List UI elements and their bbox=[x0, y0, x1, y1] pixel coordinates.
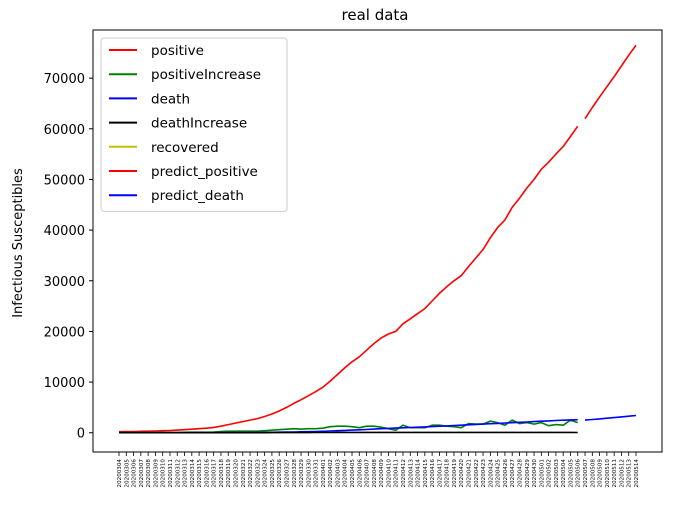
x-tick-label: 20200412 bbox=[401, 459, 407, 487]
x-tick-label: 20200317 bbox=[212, 459, 218, 488]
x-tick-label: 20200510 bbox=[605, 459, 611, 488]
x-tick-label: 20200413 bbox=[408, 459, 414, 488]
x-tick-label: 20200331 bbox=[314, 459, 320, 488]
series-line-predict-positive bbox=[584, 44, 637, 120]
x-tick-label: 20200417 bbox=[437, 459, 443, 488]
x-tick-label: 20200308 bbox=[146, 459, 152, 488]
x-tick-label: 20200410 bbox=[386, 459, 392, 488]
x-tick-label: 20200423 bbox=[481, 459, 487, 488]
x-tick-label: 20200329 bbox=[299, 459, 305, 488]
x-tick-label: 20200421 bbox=[467, 459, 473, 488]
x-tick-label: 20200426 bbox=[503, 459, 509, 488]
x-tick-label: 20200316 bbox=[204, 459, 210, 488]
legend: positive positiveIncrease death deathIncrea… bbox=[100, 37, 288, 212]
plot-area: 0 10000 20000 30000 40000 50000 60000 70000 2020… bbox=[44, 29, 663, 488]
x-tick-label: 20200406 bbox=[357, 459, 363, 488]
x-tick-label: 20200311 bbox=[168, 459, 174, 488]
x-tick-label: 20200328 bbox=[292, 459, 298, 488]
x-tick-label: 20200422 bbox=[474, 459, 480, 487]
x-tick-label: 20200501 bbox=[539, 459, 545, 488]
x-tick-label: 20200425 bbox=[496, 459, 502, 488]
y-tick-label: 60000 bbox=[44, 123, 85, 138]
y-tick-label: 30000 bbox=[44, 275, 85, 290]
x-tick-label: 20200305 bbox=[124, 459, 130, 488]
chart-title: real data bbox=[342, 6, 409, 24]
x-tick-label: 20200505 bbox=[569, 459, 575, 488]
x-tick-label: 20200314 bbox=[190, 459, 196, 488]
x-tick-label: 20200429 bbox=[525, 459, 531, 488]
x-tick-label: 20200512 bbox=[619, 459, 625, 487]
x-tick-label: 20200309 bbox=[153, 459, 159, 488]
x-tick-label: 20200327 bbox=[285, 459, 291, 488]
x-tick-label: 20200315 bbox=[197, 459, 203, 488]
x-tick-label: 20200514 bbox=[634, 459, 640, 488]
legend-label: positive bbox=[151, 43, 204, 59]
x-tick-label: 20200318 bbox=[219, 459, 225, 488]
x-tick-label: 20200416 bbox=[430, 459, 436, 488]
x-tick-label: 20200322 bbox=[248, 459, 254, 487]
x-tick-label: 20200428 bbox=[518, 459, 524, 488]
x-tick-label: 20200304 bbox=[117, 459, 123, 488]
x-tick-label: 20200415 bbox=[423, 459, 429, 488]
x-tick-label: 20200419 bbox=[452, 459, 458, 488]
y-tick-label: 40000 bbox=[44, 224, 85, 239]
x-tick-label: 20200403 bbox=[336, 459, 342, 488]
plot-frame bbox=[92, 29, 663, 453]
x-tick-label: 20200513 bbox=[627, 459, 633, 488]
x-tick-label: 20200411 bbox=[394, 459, 400, 488]
legend-label: deathIncrease bbox=[151, 116, 247, 132]
x-tick-label: 20200427 bbox=[510, 459, 516, 488]
x-tick-label: 20200324 bbox=[263, 459, 269, 488]
x-tick-label: 20200310 bbox=[161, 459, 167, 488]
x-tick-label: 20200504 bbox=[561, 459, 567, 488]
y-tick-label: 0 bbox=[77, 427, 85, 442]
series-line-positive bbox=[118, 125, 579, 433]
x-tick-label: 20200508 bbox=[590, 459, 596, 488]
x-tick-label: 20200408 bbox=[372, 459, 378, 488]
x-tick-label: 20200502 bbox=[547, 459, 553, 487]
legend-box bbox=[100, 37, 288, 212]
x-tick-label: 20200401 bbox=[321, 459, 327, 488]
x-tick-label: 20200323 bbox=[255, 459, 261, 488]
x-tick-label: 20200404 bbox=[343, 459, 349, 488]
x-tick-label: 20200325 bbox=[270, 459, 276, 488]
x-tick-label: 20200424 bbox=[488, 459, 494, 488]
x-tick-label: 20200507 bbox=[583, 459, 589, 488]
legend-label: predict_death bbox=[151, 188, 244, 204]
x-tick-label: 20200313 bbox=[183, 459, 189, 488]
x-tick-label: 20200320 bbox=[234, 459, 240, 488]
x-tick-label: 20200321 bbox=[241, 459, 247, 488]
x-tick-label: 20200503 bbox=[554, 459, 560, 488]
legend-label: positiveIncrease bbox=[151, 67, 261, 83]
x-tick-label: 20200312 bbox=[175, 459, 181, 487]
x-tick-label: 20200409 bbox=[379, 459, 385, 488]
legend-label: predict_positive bbox=[151, 164, 258, 180]
x-tick-label: 20200330 bbox=[306, 459, 312, 488]
x-tick-label: 20200306 bbox=[132, 459, 138, 488]
x-tick-label: 20200326 bbox=[277, 459, 283, 488]
legend-label: death bbox=[151, 91, 190, 107]
x-tick-label: 20200418 bbox=[445, 459, 451, 488]
x-tick-label: 20200420 bbox=[459, 459, 465, 488]
x-tick-label: 20200405 bbox=[350, 459, 356, 488]
x-tick-label: 20200402 bbox=[328, 459, 334, 487]
y-tick-label: 50000 bbox=[44, 173, 85, 188]
x-tick-label: 20200509 bbox=[598, 459, 604, 488]
y-tick-label: 10000 bbox=[44, 376, 85, 391]
x-tick-label: 20200506 bbox=[576, 459, 582, 488]
y-tick-label: 20000 bbox=[44, 325, 85, 340]
x-tick-label: 20200511 bbox=[612, 459, 618, 488]
y-axis-label: Infectious Susceptibles bbox=[11, 168, 26, 318]
legend-label: recovered bbox=[151, 140, 219, 156]
x-tick-label: 20200414 bbox=[416, 459, 422, 488]
y-tick-label: 70000 bbox=[44, 72, 85, 87]
x-tick-label: 20200430 bbox=[532, 459, 538, 488]
x-tick-label: 20200407 bbox=[365, 459, 371, 488]
series-line-predict-death bbox=[584, 414, 637, 421]
x-tick-label: 20200319 bbox=[226, 459, 232, 488]
x-tick-label: 20200307 bbox=[139, 459, 145, 488]
